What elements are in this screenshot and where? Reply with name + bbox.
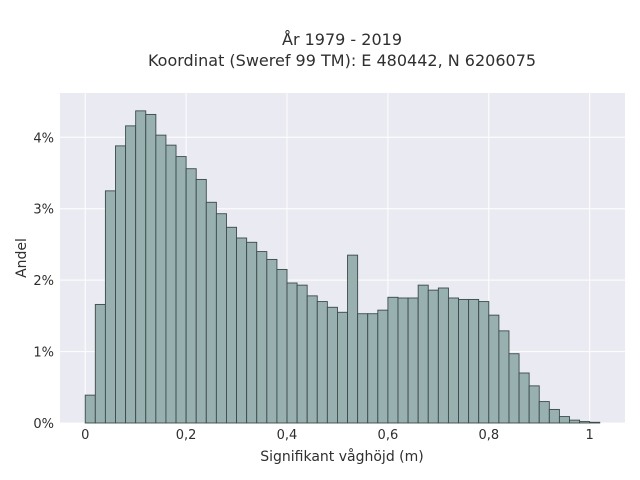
x-tick-label: 0 [81, 428, 89, 443]
histogram-bar [417, 284, 429, 424]
chart-title: År 1979 - 2019 [282, 30, 402, 49]
histogram-bar [155, 134, 167, 424]
histogram-bar [437, 287, 449, 424]
histogram-bar [266, 258, 278, 424]
histogram-bar [115, 145, 127, 424]
histogram-bar [296, 284, 308, 424]
histogram-bar [579, 421, 591, 424]
histogram-bar [306, 295, 318, 424]
histogram-bar [377, 309, 389, 424]
histogram-bar [498, 330, 510, 424]
histogram-bar [528, 385, 540, 424]
chart-subtitle: Koordinat (Sweref 99 TM): E 480442, N 62… [148, 51, 536, 70]
x-tick-label: 0,6 [378, 428, 399, 443]
x-axis-label: Signifikant våghöjd (m) [260, 448, 423, 465]
histogram-bar [145, 113, 157, 424]
histogram-bar [347, 254, 359, 424]
histogram-bar [468, 298, 480, 424]
y-axis-label: Andel [14, 238, 30, 278]
histogram-bar [569, 419, 581, 424]
histogram-bar [407, 297, 419, 424]
histogram-bar [538, 401, 550, 424]
histogram-bar [488, 314, 500, 424]
histogram-bar [326, 306, 338, 424]
histogram-bar [558, 416, 570, 424]
histogram-bar [286, 282, 298, 424]
histogram-bar [427, 289, 439, 424]
histogram-bar [236, 237, 248, 424]
y-tick-label: 4% [33, 131, 54, 146]
histogram-bar [337, 311, 348, 424]
histogram-bar [84, 394, 96, 424]
histogram-bar [215, 213, 227, 424]
x-tick-label: 0,2 [176, 428, 197, 443]
histogram-bar [367, 313, 379, 424]
histogram-bar [387, 296, 399, 424]
histogram-bar [397, 297, 409, 424]
bars [84, 110, 601, 424]
histogram-bar [175, 156, 187, 424]
histogram-bar [276, 268, 288, 424]
y-tick-label: 0% [33, 417, 54, 432]
histogram-bar [104, 190, 116, 424]
histogram-bar [135, 110, 147, 424]
histogram-bar [256, 251, 268, 424]
histogram-bar [226, 226, 238, 424]
histogram-bar [165, 144, 177, 424]
histogram-bar [589, 421, 601, 424]
tick-labels: 0 0,2 0,4 0,6 0,8 1 0% 1% 2% 3% 4% [33, 131, 593, 443]
histogram-bar [447, 297, 459, 424]
histogram-bar [195, 178, 207, 424]
histogram-bar [508, 353, 520, 424]
histogram-bar [478, 301, 490, 424]
histogram-bar [548, 408, 560, 424]
histogram-bar [185, 168, 197, 424]
histogram-bar [518, 372, 530, 424]
y-tick-label: 3% [33, 203, 54, 218]
histogram-bar [458, 298, 470, 424]
histogram-bar [125, 125, 137, 424]
histogram-bar [246, 241, 258, 424]
x-tick-label: 0,4 [277, 428, 298, 443]
y-tick-label: 2% [33, 274, 54, 289]
histogram-bar [316, 301, 328, 424]
y-tick-label: 1% [33, 346, 54, 361]
x-tick-label: 0,8 [478, 428, 499, 443]
histogram-bar [357, 313, 369, 424]
x-tick-label: 1 [586, 428, 594, 443]
histogram-bar [94, 303, 106, 424]
histogram-bar [205, 201, 217, 424]
